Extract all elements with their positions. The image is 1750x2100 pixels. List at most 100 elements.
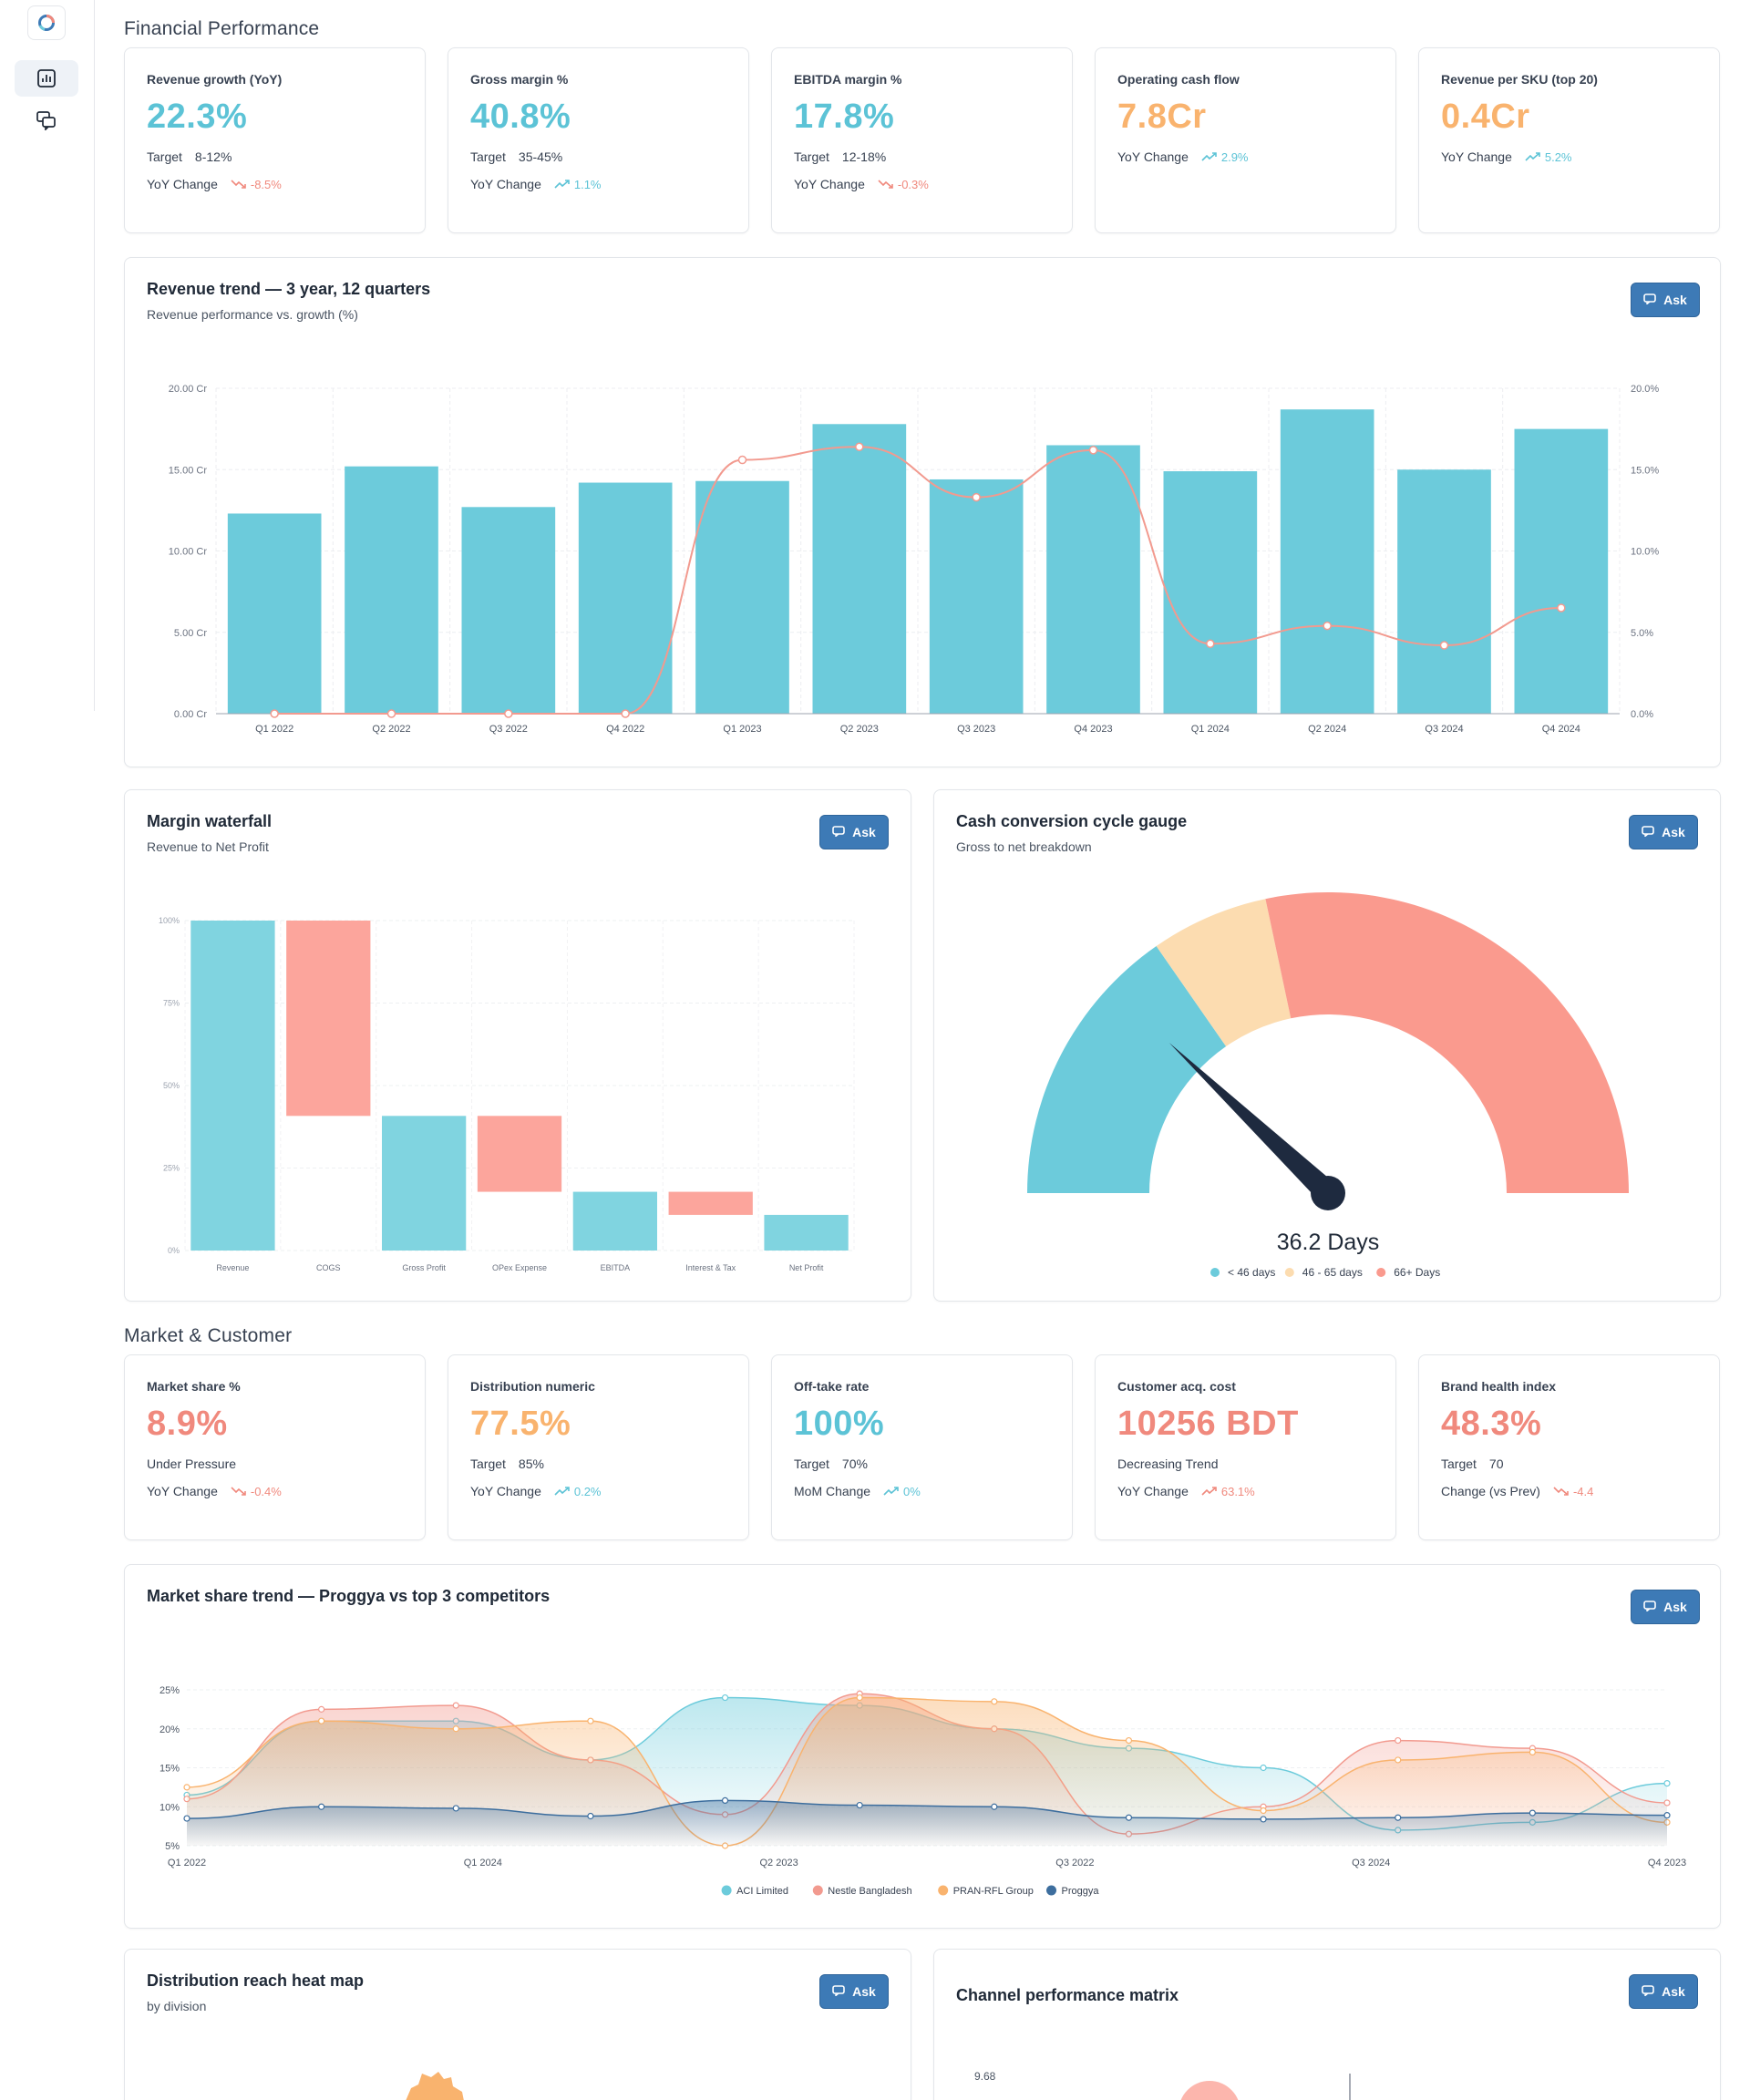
series-point [1663, 1812, 1671, 1819]
kpi-card: Distribution numeric 77.5% Target 85% YoY Ch… [448, 1354, 749, 1540]
heatmap-subtitle: by division [147, 1999, 207, 2013]
matrix-bubble [1180, 2081, 1239, 2100]
legend-label: 46 - 65 days [1302, 1266, 1363, 1279]
revenue-trend-chart: 0.00 Cr 0.0% 5.00 Cr 5.0% 10.00 Cr 10.0% 15.00… [169, 384, 1660, 735]
growth-point [855, 442, 864, 452]
revenue-bar [1046, 445, 1140, 714]
kpi-change: 0.2% [554, 1485, 602, 1498]
ask-button-waterfall[interactable]: Ask [819, 815, 889, 849]
waterfall-title: Margin waterfall [147, 812, 273, 830]
kpi-change-row: YoY Change 0.2% [470, 1484, 726, 1498]
kpi-change-value: -0.3% [897, 177, 929, 191]
ask-button-revenue[interactable]: Ask [1631, 283, 1700, 317]
x-tick: Q2 2022 [372, 724, 410, 735]
nav-dashboard-button[interactable] [15, 60, 78, 97]
series-point [1260, 1764, 1267, 1772]
kpi-title: EBITDA margin % [794, 72, 902, 87]
kpi-value: 10256 BDT [1117, 1405, 1299, 1443]
y-tick: 100% [159, 916, 180, 925]
kpi-value: 22.3% [147, 98, 248, 136]
revenue-trend-title: Revenue trend — 3 year, 12 quarters [147, 280, 431, 298]
bar-chart-icon [37, 69, 56, 88]
ask-button-market[interactable]: Ask [1631, 1590, 1700, 1624]
kpi-card: Gross margin % 40.8% Target 35-45% YoY Chang… [448, 47, 749, 233]
kpi-target-row: Decreasing Trend [1117, 1457, 1374, 1471]
trend-up-icon [1201, 1487, 1217, 1496]
kpi-title: Customer acq. cost [1117, 1379, 1236, 1394]
y-tick: 75% [163, 999, 180, 1008]
revenue-trend-subtitle: Revenue performance vs. growth (%) [147, 307, 358, 322]
series-point [183, 1815, 190, 1822]
trend-up-icon [1525, 152, 1540, 161]
series-point [991, 1698, 998, 1705]
legend-dot [938, 1885, 949, 1896]
distribution-heatmap-card: Distribution reach heat map by division … [124, 1949, 911, 2100]
series-point [1260, 1807, 1267, 1815]
app-logo[interactable] [27, 5, 66, 40]
kpi-change-value: 5.2% [1544, 149, 1572, 164]
chat-bubble-icon [832, 1984, 845, 1999]
waterfall-bar [668, 1191, 753, 1215]
gauge-hub [1311, 1176, 1345, 1210]
series-point [1125, 1736, 1133, 1745]
legend-dot [721, 1885, 732, 1896]
y-right-tick: 20.0% [1631, 384, 1659, 395]
ask-button-matrix[interactable]: Ask [1629, 1974, 1698, 2009]
revenue-bar [1397, 469, 1491, 714]
series-line [186, 1696, 1668, 1847]
trend-up-icon [883, 1487, 899, 1496]
x-tick: Q3 2022 [489, 724, 528, 735]
waterfall-subtitle: Revenue to Net Profit [147, 839, 269, 854]
kpi-target-row: Target 12-18% [794, 149, 1050, 164]
kpi-target-label: Target [147, 149, 182, 164]
kpi-target-row: Target 85% [470, 1457, 726, 1471]
kpi-target-label: Target [794, 1457, 829, 1471]
kpi-value: 17.8% [794, 98, 895, 136]
channel-matrix-card: Channel performance matrix Ask 9.68 [933, 1949, 1721, 2100]
revenue-bar [1514, 428, 1609, 714]
kpi-change-value: 0.2% [573, 1484, 602, 1498]
series-point [452, 1702, 459, 1709]
y-tick: 25% [163, 1164, 180, 1173]
series-point [1395, 1756, 1402, 1764]
ask-button-heatmap[interactable]: Ask [819, 1974, 889, 2009]
chat-bubble-icon [1643, 293, 1656, 307]
kpi-target-label: Decreasing Trend [1117, 1457, 1219, 1471]
kpi-target-row: Target 70% [794, 1457, 1050, 1471]
y-tick: 20% [160, 1724, 180, 1735]
kpi-change-label: YoY Change [147, 177, 218, 191]
revenue-bar [227, 513, 322, 714]
kpi-target-label: Target [794, 149, 829, 164]
ask-button-gauge[interactable]: Ask [1629, 815, 1698, 849]
kpi-title: Market share % [147, 1379, 241, 1394]
margin-waterfall-card: Margin waterfall Revenue to Net Profit A… [124, 789, 911, 1302]
kpi-change-row: Change (vs Prev) -4.4 [1441, 1484, 1697, 1498]
kpi-card: Brand health index 48.3% Target 70 Change (v… [1418, 1354, 1720, 1540]
kpi-change-label: Change (vs Prev) [1441, 1484, 1540, 1498]
trend-down-icon [1553, 1487, 1569, 1496]
kpi-change-row: YoY Change -0.3% [794, 177, 1050, 191]
kpi-target-value: 12-18% [841, 149, 887, 164]
legend-dot [1046, 1885, 1056, 1896]
waterfall-bar [382, 1116, 467, 1251]
gauge-value: 36.2 Days [1277, 1230, 1380, 1255]
chat-bubble-icon [1642, 825, 1654, 839]
waterfall-bar [190, 921, 275, 1251]
kpi-change: -8.5% [231, 178, 282, 191]
kpi-change-label: MoM Change [794, 1484, 871, 1498]
series-point [1663, 1780, 1671, 1787]
kpi-change: 2.9% [1201, 150, 1249, 164]
kpi-value: 48.3% [1441, 1405, 1542, 1443]
kpi-change-label: YoY Change [470, 177, 541, 191]
kpi-change: 0% [883, 1485, 921, 1498]
x-tick: Q4 2024 [1542, 724, 1580, 735]
x-tick: Q3 2024 [1352, 1858, 1390, 1868]
x-tick: Q1 2022 [168, 1858, 206, 1868]
y-right-tick: 15.0% [1631, 465, 1659, 476]
legend-dot [812, 1885, 823, 1896]
series-point [318, 1705, 325, 1713]
nav-chat-button[interactable] [15, 102, 78, 139]
revenue-bar [1280, 409, 1374, 714]
gauge-band [1156, 899, 1292, 1047]
